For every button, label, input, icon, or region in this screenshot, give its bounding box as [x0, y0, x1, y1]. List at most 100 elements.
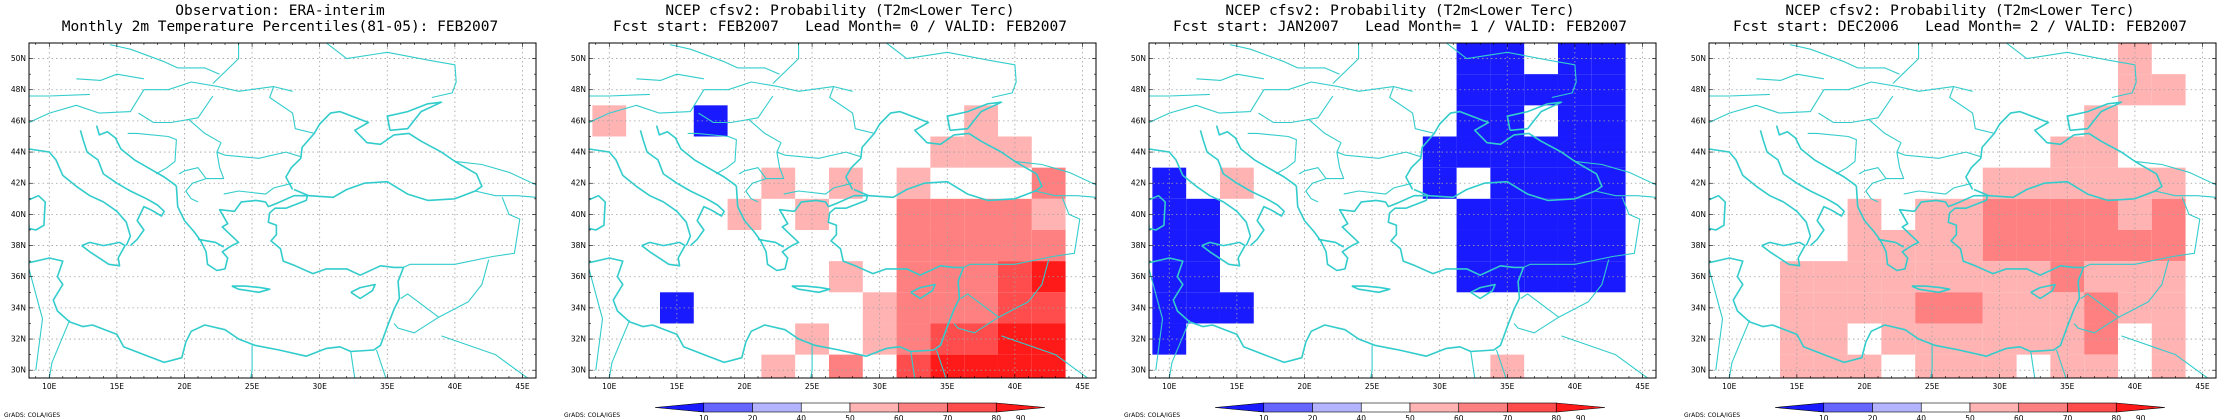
y-tick-label: 40N: [571, 210, 586, 219]
y-tick-label: 38N: [1131, 241, 1146, 250]
colorbar-label: 60: [1454, 414, 1464, 420]
x-tick-label: 30E: [1433, 382, 1448, 391]
country-border: [1523, 197, 1641, 268]
country-border: [438, 259, 490, 318]
coastline: [1709, 194, 2085, 364]
panel-title-line1: Observation: ERA-interim: [175, 3, 385, 19]
colorbar-swatch: [1774, 402, 1825, 413]
country-border: [998, 259, 1050, 318]
country-border: [2118, 259, 2170, 318]
colorbar-label: 80: [992, 414, 1002, 420]
coastline: [1199, 130, 1285, 247]
country-border: [1513, 293, 1560, 334]
map-plot-area: [589, 43, 1096, 378]
colorbar: 10 20 40 50 60 70 80 90: [1214, 402, 1606, 420]
coastline: [2066, 101, 2123, 132]
x-tick-label: 10E: [1162, 382, 1177, 391]
colorbar-swatch: [1555, 402, 1606, 413]
x-tick-label: 10E: [1722, 382, 1737, 391]
y-tick-label: 34N: [1131, 303, 1146, 312]
country-border: [687, 132, 737, 175]
country-border: [589, 93, 650, 97]
colorbar-label: 20: [1868, 414, 1878, 420]
x-tick-label: 35E: [2060, 382, 2075, 391]
country-border: [223, 182, 293, 195]
x-tick-label: 25E: [1365, 382, 1380, 391]
y-tick-label: 32N: [11, 335, 26, 344]
map-plot-area: [1149, 43, 1656, 378]
coastline: [1911, 285, 1951, 294]
country-border: [2073, 293, 2120, 334]
y-tick-label: 50N: [1691, 54, 1706, 63]
coastline: [1149, 148, 1252, 246]
probability-cell: [930, 354, 965, 378]
country-border: [1595, 190, 1656, 198]
y-tick-label: 32N: [1691, 335, 1706, 344]
grads-credit: GrADS: COLA/IGES: [4, 412, 61, 419]
x-tick-label: 45E: [2195, 382, 2210, 391]
y-tick-label: 46N: [571, 116, 586, 125]
country-border: [829, 86, 875, 134]
coastline: [29, 194, 46, 231]
x-tick-label: 30E: [313, 382, 328, 391]
country-border: [1308, 118, 1421, 159]
country-border: [1728, 320, 1751, 378]
probability-cell: [1490, 354, 1525, 378]
colorbar-swatch: [849, 402, 900, 413]
coastline: [1709, 148, 1812, 246]
probability-cell: [1948, 354, 1983, 378]
y-tick-label: 38N: [571, 241, 586, 250]
coastline: [910, 283, 936, 300]
map-frame: [588, 42, 1097, 379]
coastline: [95, 125, 177, 187]
colorbar-label: 20: [748, 414, 758, 420]
country-border: [475, 190, 536, 198]
colorbar-swatch: [2018, 402, 2068, 413]
colorbar-label: 20: [1308, 414, 1318, 420]
country-border: [1818, 95, 1894, 124]
country-border: [2134, 160, 2216, 186]
country-border: [1247, 132, 1297, 175]
probability-cell: [1031, 354, 1066, 378]
coastline: [29, 148, 132, 246]
y-tick-label: 48N: [571, 85, 586, 94]
map-frame: [28, 42, 537, 379]
colorbar-swatch: [1409, 402, 1460, 413]
coastline: [285, 110, 483, 202]
colorbar-swatch: [1823, 402, 1873, 413]
colorbar-swatch: [1969, 402, 2020, 413]
y-tick-label: 44N: [571, 148, 586, 157]
colorbar-swatch: [1360, 402, 1411, 413]
coastline: [1759, 130, 1845, 247]
coastline: [589, 148, 692, 246]
coastline: [1877, 238, 1905, 248]
y-tick-label: 34N: [1691, 303, 1706, 312]
country-border: [669, 44, 780, 75]
country-border: [748, 118, 861, 159]
colorbar-label: 40: [797, 414, 807, 420]
country-border: [1298, 167, 1327, 179]
x-tick-label: 45E: [1075, 382, 1090, 391]
coastline: [175, 186, 266, 272]
coastline: [1709, 194, 1726, 231]
country-border: [953, 293, 1000, 334]
probability-cell: [1847, 354, 1882, 378]
country-border: [1343, 182, 1413, 195]
colorbar-label: 10: [699, 414, 709, 420]
x-tick-label: 35E: [1500, 382, 1515, 391]
country-border: [76, 73, 144, 81]
colorbar-swatch: [752, 402, 802, 413]
country-border: [1149, 268, 1164, 371]
country-border: [810, 345, 813, 378]
country-border: [886, 43, 1017, 99]
colorbar-label: 80: [2112, 414, 2122, 420]
country-border: [783, 182, 853, 195]
country-border: [1495, 349, 1507, 378]
map-canvas: 10E 15E 20E 25E 30E 35E 40E 45E 30N 32N 34N 36N 38N 4…: [1691, 42, 2217, 420]
country-border: [1574, 160, 1656, 186]
country-border: [127, 132, 177, 175]
x-tick-label: 30E: [873, 382, 888, 391]
country-border: [1756, 73, 1824, 81]
coastline: [946, 101, 1003, 132]
coastline: [350, 283, 376, 300]
